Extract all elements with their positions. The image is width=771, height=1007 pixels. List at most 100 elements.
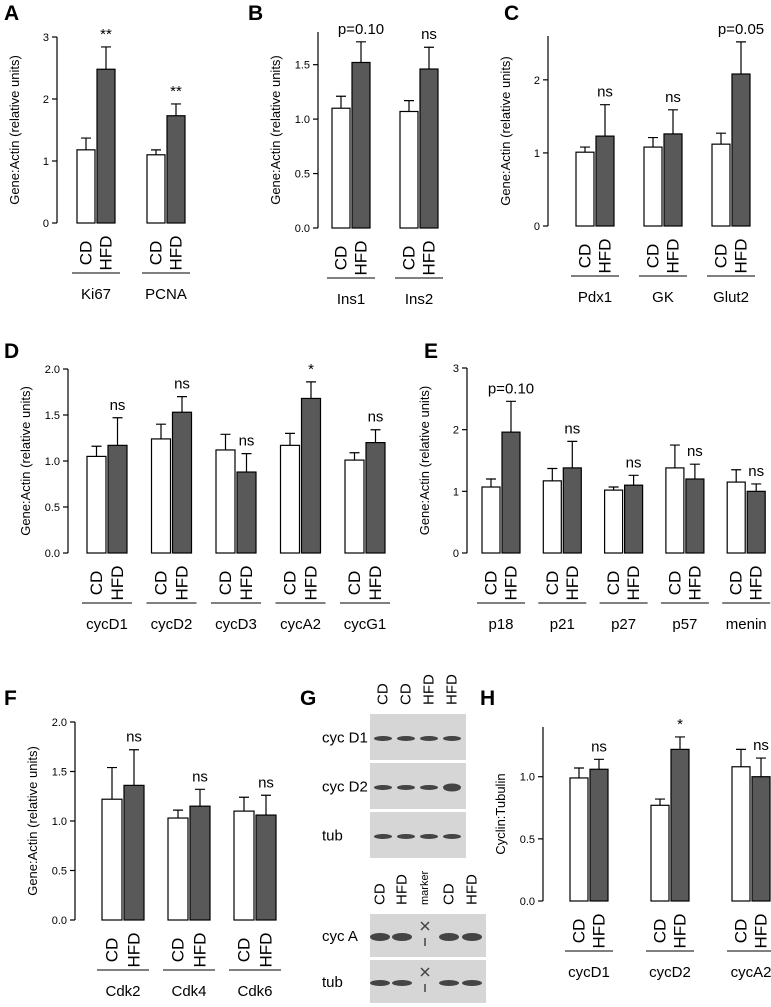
series-label: CD [482,571,501,596]
bar [189,805,211,921]
y-tick-label: 0.5 [295,169,310,181]
significance-label: p=0.10 [338,21,384,38]
significance-label: * [308,361,314,378]
significance-label: ns [421,26,437,43]
series-label: CD [665,571,684,596]
error-bar [173,809,183,819]
category-label: cycD1 [568,964,610,981]
y-tick-label: 1 [453,486,459,498]
bar [236,471,257,554]
error-bar [112,417,123,446]
significance-label: ns [239,433,255,450]
significance-label: ns [687,443,703,460]
y-tick-label: 2 [43,94,49,106]
bar [623,484,644,554]
blot-band [370,933,390,941]
bar [663,133,683,227]
bar [300,397,322,554]
series-label: HFD [420,241,439,276]
series-label: CD [169,938,188,963]
error-bar [669,444,680,468]
error-bar [177,396,187,413]
blot-band [439,980,459,986]
blot-band [420,736,438,741]
series-label: CD [543,571,562,596]
y-tick-label: 1 [43,156,49,168]
error-bar [81,137,91,150]
blot-band [374,785,392,790]
error-bar [151,149,161,155]
error-bar [751,483,762,492]
y-axis-label: Gene:Actin (relative units) [498,56,513,206]
series-label: CD [147,241,166,266]
category-label: Cdk6 [237,983,272,1000]
y-axis-label: Gene:Actin (relative units) [7,55,22,205]
lane-label: marker [419,870,431,905]
bar [215,449,236,554]
category-label: Cdk2 [105,983,140,1000]
error-bar [195,788,205,807]
significance-label: ** [100,26,112,43]
series-label: HFD [664,239,683,274]
error-bar [306,381,316,399]
error-bar [424,46,434,70]
series-label: CD [644,244,663,269]
series-label: CD [570,919,589,944]
bar [595,135,615,227]
error-bar [628,474,639,486]
y-tick-label: 2.0 [45,364,60,376]
y-tick-label: 0 [453,548,459,560]
lane-label: HFD [444,674,461,705]
series-label: HFD [191,933,210,968]
blot-band [374,736,392,741]
blot-band [443,783,461,792]
series-label: HFD [125,933,144,968]
y-tick-label: 0.0 [520,896,535,908]
error-bar [404,100,414,112]
y-tick-label: 0 [534,221,540,233]
bar [419,68,439,229]
bar [365,442,386,554]
series-label: HFD [747,566,766,601]
series-label: HFD [671,914,690,949]
category-label: cycG1 [344,616,387,633]
series-label: HFD [97,236,116,271]
error-bar [107,766,117,800]
error-bar [655,798,665,806]
error-bar [716,132,726,145]
panel-label: D [4,340,19,363]
error-bar [156,423,166,439]
error-bar [547,467,558,481]
significance-label: ns [748,463,764,480]
error-bar [648,136,658,148]
bar [501,431,521,554]
y-tick-label: 1.5 [52,767,67,779]
bar [331,107,351,229]
bar [481,486,501,554]
error-bar [731,469,742,483]
error-bar [129,749,139,786]
error-bar [486,478,496,488]
y-tick-label: 0.5 [520,834,535,846]
lane-label: CD [372,883,389,905]
significance-label: ns [174,376,190,393]
series-label: CD [576,244,595,269]
y-axis-label: Gene:Actin (relative units) [417,386,432,536]
significance-label: ns [110,397,126,414]
error-bar [594,758,604,770]
series-label: CD [152,571,171,596]
y-axis-label: Gene:Actin (relative units) [268,55,283,205]
series-label: CD [332,246,351,271]
y-tick-label: 1.0 [52,816,67,828]
error-bar [241,453,252,473]
series-label: CD [400,246,419,271]
category-label: GK [652,289,674,306]
panel-label: F [4,687,17,710]
bar [746,490,766,554]
row-label: cyc A [322,928,358,945]
series-label: HFD [366,566,385,601]
series-label: CD [732,919,751,944]
y-axis-label: Cyclin:Tubulin [493,773,508,854]
y-tick-label: 3 [43,32,49,44]
